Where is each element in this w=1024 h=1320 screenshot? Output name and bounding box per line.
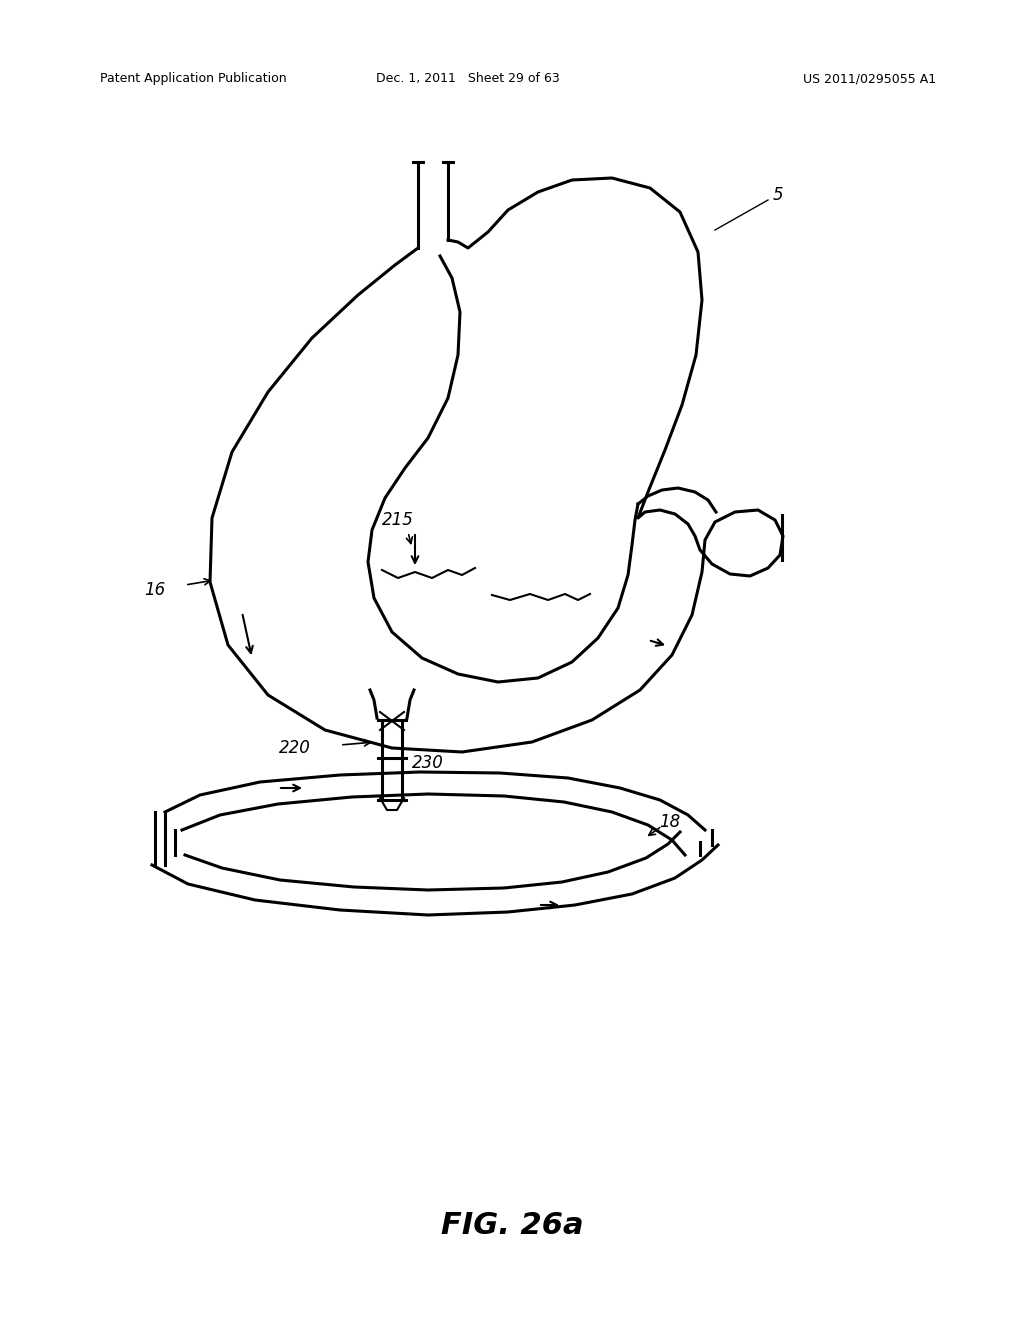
- Text: US 2011/0295055 A1: US 2011/0295055 A1: [804, 73, 937, 84]
- Text: 5: 5: [773, 186, 783, 205]
- Text: Dec. 1, 2011   Sheet 29 of 63: Dec. 1, 2011 Sheet 29 of 63: [376, 73, 560, 84]
- Text: 220: 220: [280, 739, 311, 756]
- Text: FIG. 26a: FIG. 26a: [440, 1210, 584, 1239]
- Text: 230: 230: [412, 754, 444, 772]
- Text: 16: 16: [144, 581, 166, 599]
- Text: Patent Application Publication: Patent Application Publication: [100, 73, 287, 84]
- Text: 18: 18: [659, 813, 681, 832]
- Text: 215: 215: [382, 511, 414, 529]
